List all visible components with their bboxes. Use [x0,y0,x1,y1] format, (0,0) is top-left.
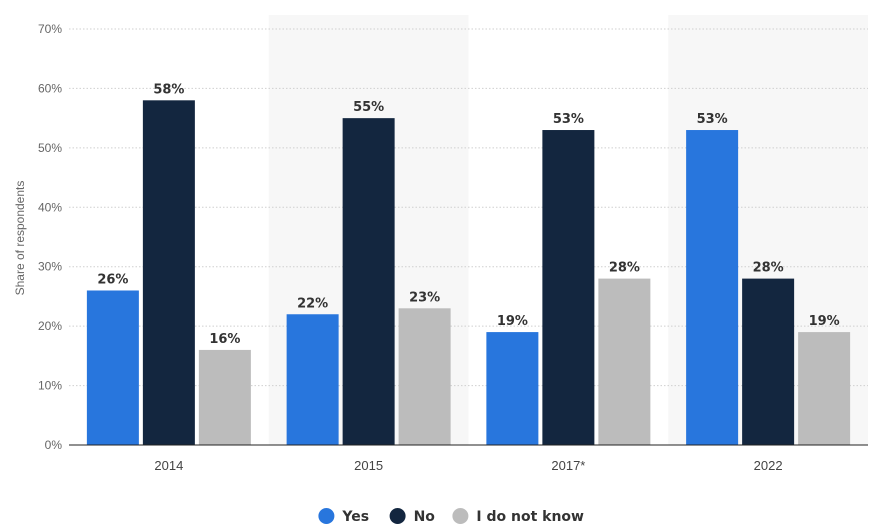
bar[interactable] [86,290,139,445]
x-tick-label: 2017* [551,458,585,473]
y-tick-label: 70% [38,22,62,36]
data-label: 55% [353,100,384,115]
data-label: 22% [297,296,328,311]
data-label: 19% [809,314,840,329]
y-axis-label: Share of respondents [13,181,27,296]
bar[interactable] [542,130,595,445]
bar[interactable] [686,130,739,445]
value-labels: 26% 58% 16% 22% 55% 23% 19% 53% 28% 53% 28% 19% [97,82,839,347]
bar[interactable] [198,349,251,445]
y-axis-ticks: 0% 10% 20% 30% 40% 50% 60% 70% [38,22,62,452]
y-tick-label: 10% [38,379,62,393]
legend-label[interactable]: No [414,509,436,525]
legend-marker[interactable] [452,508,469,524]
x-tick-label: 2015 [354,458,383,473]
y-tick-label: 60% [38,81,62,95]
y-tick-label: 40% [38,200,62,214]
bar[interactable] [286,314,339,445]
data-label: 58% [153,82,184,97]
x-tick-label: 2014 [154,458,183,473]
bar[interactable] [742,278,795,445]
legend: Yes No I do not know [318,508,584,525]
data-label: 28% [753,261,784,276]
data-label: 28% [609,261,640,276]
y-tick-label: 20% [38,319,62,333]
legend-label[interactable]: Yes [341,509,369,525]
bar[interactable] [342,118,395,446]
data-label: 16% [209,332,240,347]
legend-marker[interactable] [389,508,406,524]
x-axis-categories: 2014 2015 2017* 2022 [154,458,782,473]
legend-marker[interactable] [318,508,335,524]
data-label: 23% [409,290,440,305]
data-label: 26% [97,272,128,287]
y-tick-label: 0% [45,438,63,452]
data-label: 53% [697,112,728,127]
x-tick-label: 2022 [754,458,783,473]
bar[interactable] [398,308,451,445]
y-tick-label: 50% [38,141,62,155]
bar[interactable] [798,332,851,445]
bar[interactable] [486,332,539,445]
y-tick-label: 30% [38,260,62,274]
bars [86,100,851,446]
bar[interactable] [142,100,195,446]
data-label: 19% [497,314,528,329]
bar[interactable] [598,278,651,445]
legend-label[interactable]: I do not know [476,509,584,525]
data-label: 53% [553,112,584,127]
